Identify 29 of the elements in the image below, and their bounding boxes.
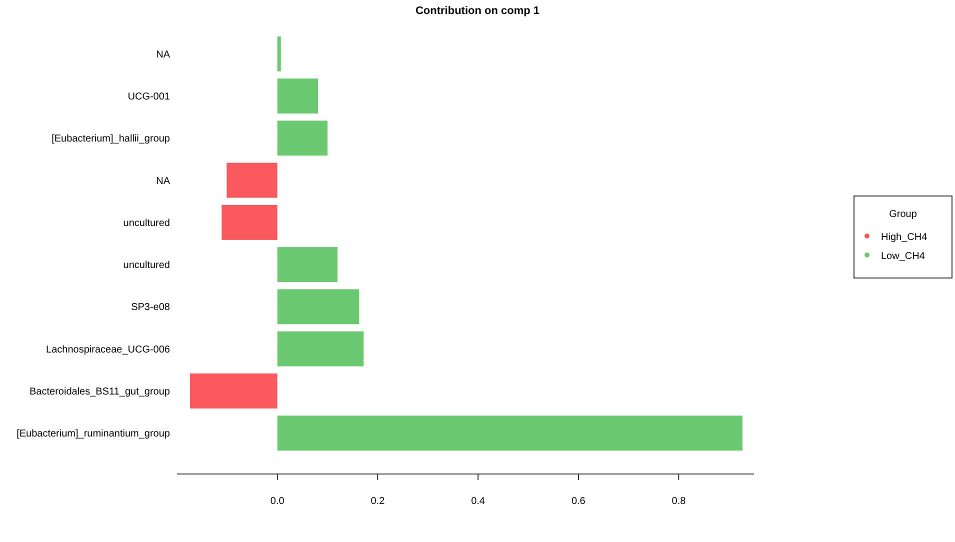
legend-label: High_CH4: [881, 232, 928, 243]
x-tick-label: 0.0: [270, 496, 285, 507]
bar: [277, 289, 360, 324]
bar: [277, 416, 742, 451]
bar: [277, 36, 281, 72]
chart-title: Contribution on comp 1: [415, 5, 540, 17]
bar: [277, 331, 364, 366]
y-tick-label: uncultured: [123, 218, 170, 229]
y-tick-label: SP3-e08: [131, 302, 170, 314]
bar: [277, 247, 338, 282]
x-tick-label: 0.2: [370, 496, 386, 507]
y-tick-label: Bacteroidales_BS11_gut_group: [30, 386, 170, 398]
y-tick-label: NA: [156, 176, 170, 187]
bar: [277, 78, 318, 114]
y-tick-label: NA: [156, 49, 170, 60]
x-tick-label: 0.8: [672, 496, 686, 507]
y-tick-label: uncultured: [123, 260, 170, 272]
y-tick-label: Lachnospiraceae_UCG-006: [46, 344, 170, 356]
x-tick-label: 0.6: [571, 496, 586, 507]
bar: [222, 204, 278, 240]
y-tick-label: [Eubacterium]_ruminantium_group: [16, 428, 170, 440]
x-tick-label: 0.4: [471, 496, 486, 507]
bar: [190, 374, 278, 408]
y-tick-label: [Eubacterium]_hallii_group: [52, 134, 170, 145]
legend-label: Low_CH4: [881, 251, 926, 262]
y-tick-label: UCG-001: [128, 92, 170, 103]
bar: [277, 120, 328, 156]
bar: [226, 162, 278, 198]
legend-title: Group: [889, 209, 918, 220]
